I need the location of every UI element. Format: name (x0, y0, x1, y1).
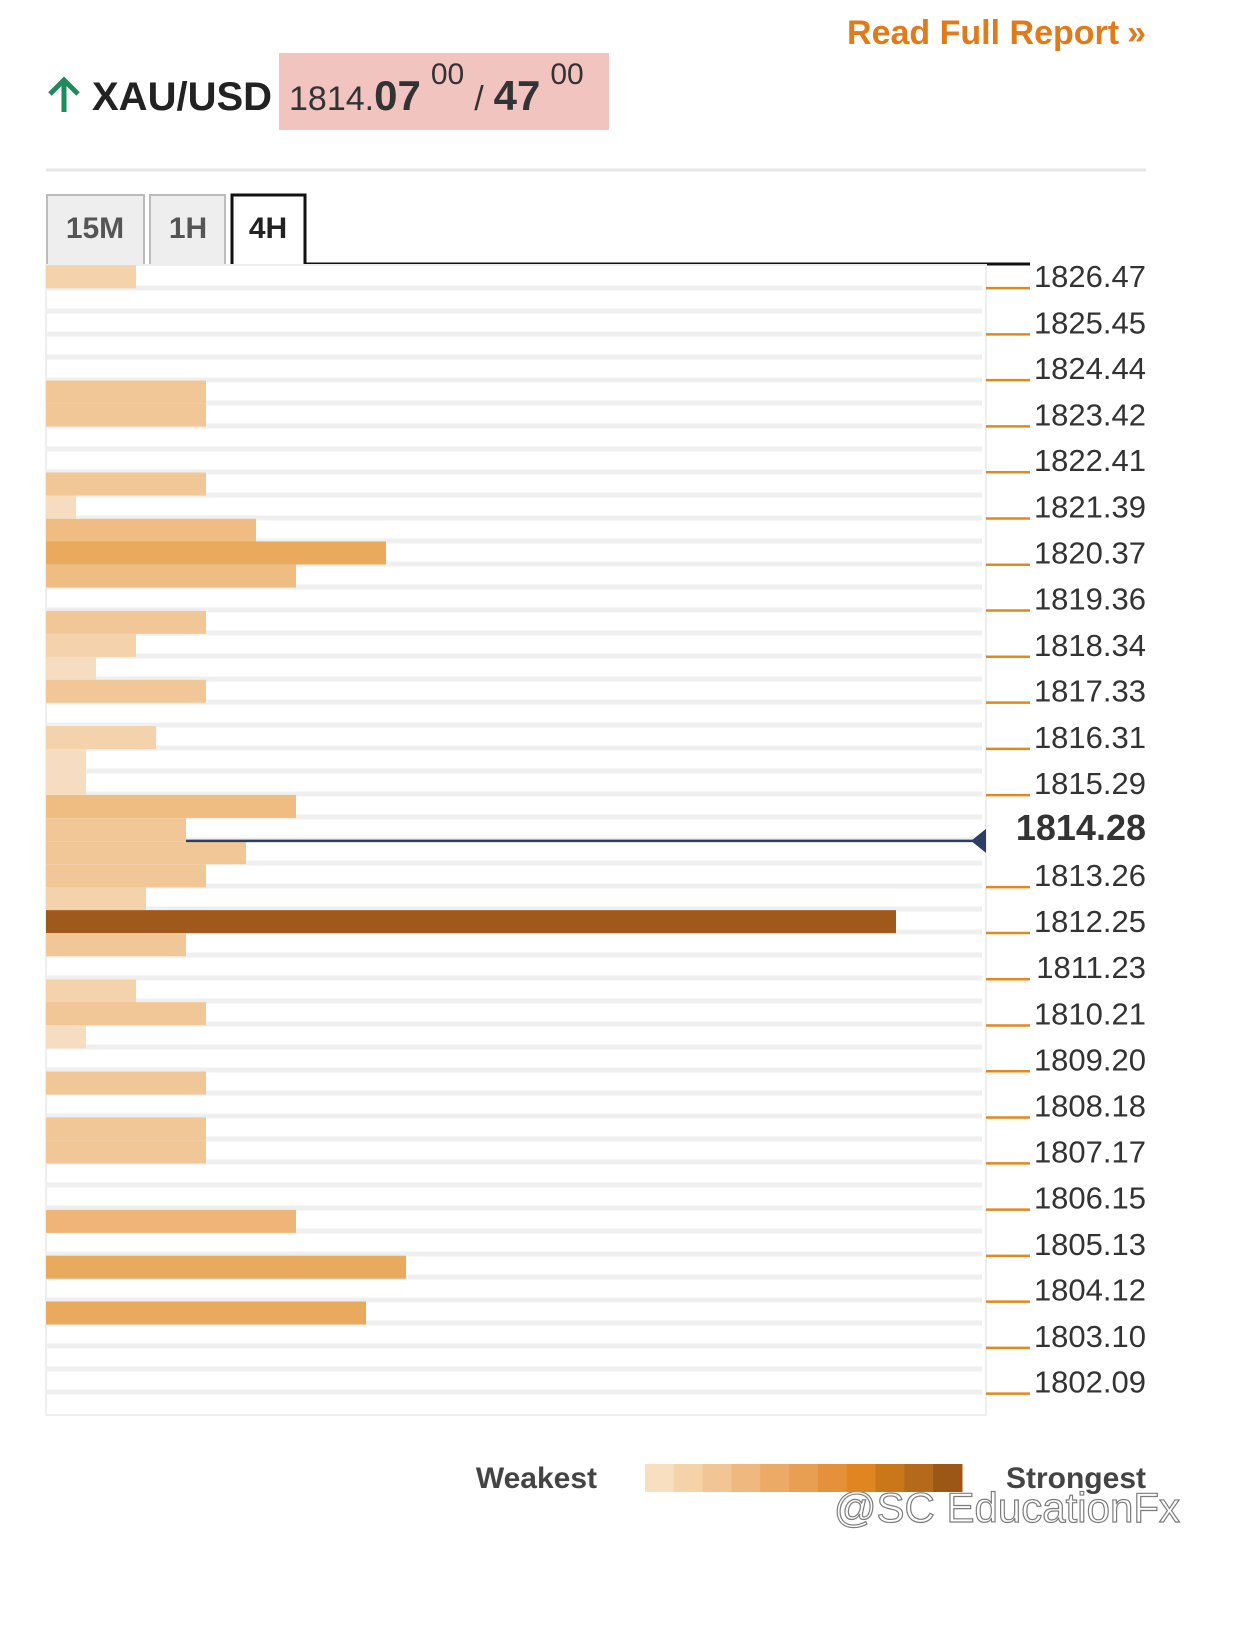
legend-swatch (846, 1464, 877, 1492)
tab-bg[interactable] (46, 194, 145, 266)
bar (46, 656, 96, 680)
y-tick-label: 1808.18 (1034, 1089, 1146, 1124)
y-tick-label: 1824.44 (1034, 351, 1146, 386)
bar (46, 771, 86, 795)
ask-big: 47 (494, 72, 541, 119)
y-tick-label: 1818.34 (1034, 628, 1146, 663)
read-report-link[interactable]: Read Full Report» (847, 14, 1146, 52)
bar (46, 610, 206, 634)
active-tab-border[interactable] (230, 193, 1030, 266)
y-tick-label: 1812.25 (1034, 904, 1146, 939)
bar (46, 933, 186, 957)
legend-swatch (875, 1464, 905, 1492)
bar (46, 818, 186, 842)
quote: 1814.07 00 / 47 00 (289, 58, 584, 119)
bar (46, 910, 896, 934)
bar (46, 1071, 206, 1095)
y-tick-label: 1802.09 (1034, 1365, 1146, 1400)
bar (46, 403, 206, 427)
bar (46, 495, 76, 519)
bar (46, 864, 206, 888)
tab[interactable]: 15M (66, 212, 124, 245)
bar (46, 564, 296, 588)
bar (46, 1209, 296, 1233)
y-tick-label: 1806.15 (1034, 1181, 1146, 1216)
legend-strongest: Strongest (1006, 1462, 1146, 1495)
y-tick-label: 1805.13 (1034, 1227, 1146, 1262)
y-tick-label: 1811.23 (1036, 950, 1146, 985)
y-tick-label: 1819.36 (1034, 582, 1146, 617)
y-tick-label: 1817.33 (1034, 674, 1146, 709)
y-tick-label: 1809.20 (1034, 1042, 1146, 1077)
legend-swatch (933, 1464, 963, 1492)
y-tick-label: 1807.17 (1034, 1134, 1146, 1169)
legend-swatch (731, 1464, 761, 1492)
bar (46, 633, 136, 657)
bar (46, 1255, 406, 1279)
bar (46, 679, 206, 703)
bar (46, 726, 156, 750)
legend-swatch (904, 1464, 934, 1492)
bar (46, 886, 146, 910)
y-tick-label: 1823.42 (1034, 397, 1146, 432)
bar (46, 749, 86, 773)
link-text[interactable]: Read Full Report (847, 14, 1119, 52)
bar (46, 1002, 206, 1026)
bar (46, 979, 136, 1003)
ask-sup: 00 (550, 58, 583, 91)
up-arrow (48, 76, 80, 112)
chart: 1826.47 1825.45 1824.44 1823.42 1822.41 1821.… (45, 259, 1146, 1492)
y-tick-label: 1822.41 (1034, 443, 1146, 478)
legend-swatch (817, 1464, 848, 1492)
legend-swatch (760, 1464, 790, 1492)
bar (46, 541, 386, 565)
y-tick-label: 1803.10 (1034, 1319, 1146, 1354)
y-tick-label: 1810.21 (1034, 996, 1146, 1031)
y-tick-label: 1815.29 (1034, 766, 1146, 801)
tab-bg[interactable] (149, 194, 226, 266)
bar (46, 794, 296, 818)
bid-sup: 00 (431, 58, 464, 91)
bar (46, 472, 206, 496)
tab-active[interactable]: 4H (249, 212, 287, 245)
bar (46, 380, 206, 404)
link-icon[interactable]: » (1127, 14, 1146, 52)
bar (46, 1140, 206, 1164)
bid-big: 07 (374, 72, 421, 119)
y-tick-label: 1825.45 (1034, 305, 1146, 340)
legend-weakest: Weakest (476, 1462, 597, 1495)
bid-main: 1814. (289, 80, 374, 118)
bar (46, 841, 246, 865)
y-tick-label: 1826.47 (1034, 259, 1146, 294)
legend-swatch (789, 1464, 819, 1492)
y-tick-label: 1816.31 (1034, 720, 1146, 755)
legend-swatch (673, 1464, 704, 1492)
bar (46, 1025, 86, 1049)
tab[interactable]: 1H (169, 212, 207, 245)
bar (46, 518, 256, 542)
y-tick-label: 1813.26 (1034, 858, 1146, 893)
pair: XAU/USD (92, 75, 272, 119)
y-tick-label: 1804.12 (1034, 1273, 1146, 1308)
bar (46, 1117, 206, 1141)
price-marker (971, 828, 986, 853)
bar (46, 265, 136, 289)
bar (46, 1301, 366, 1325)
y-tick-label: 1820.37 (1034, 536, 1146, 571)
y-tick-label: 1821.39 (1034, 489, 1146, 524)
price-box (279, 53, 609, 130)
current-price-label: 1814.28 (1016, 807, 1146, 848)
separator: / (474, 80, 484, 118)
legend-swatch (645, 1464, 675, 1492)
legend-swatch (702, 1464, 732, 1492)
